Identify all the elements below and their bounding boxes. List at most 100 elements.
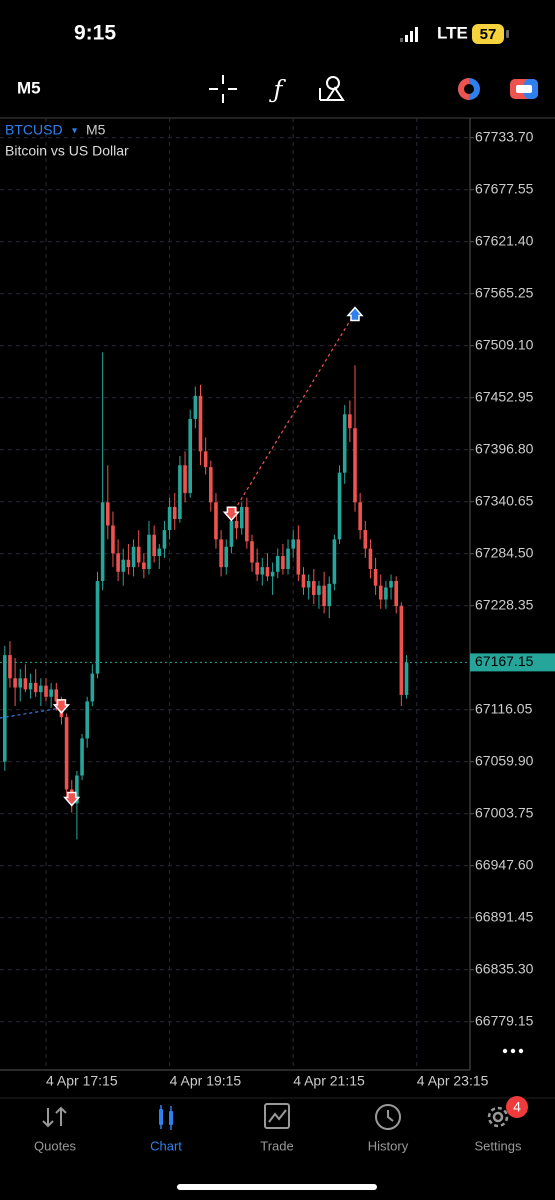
candle-body: [275, 556, 280, 572]
status-time: 9:15: [74, 22, 116, 45]
candle-body: [28, 682, 33, 690]
quotes-icon: [42, 1106, 67, 1128]
candle-body: [152, 534, 156, 557]
x-tick-label: 4 Apr 21:15: [293, 1073, 365, 1089]
trade-mode-button[interactable]: [458, 78, 480, 100]
candle-body: [75, 775, 79, 804]
candle-body: [85, 701, 89, 739]
candle-body: [54, 689, 59, 702]
candle-body: [234, 520, 239, 529]
candle-body: [13, 678, 17, 688]
candle-body: [219, 539, 223, 568]
candle-body: [342, 414, 347, 473]
candle-body: [296, 539, 301, 575]
candle-body: [126, 559, 131, 568]
candle-body: [353, 428, 357, 503]
candle-body: [193, 395, 198, 419]
last-price-box: [470, 653, 555, 672]
battery-tip: [506, 30, 509, 38]
candle-body: [209, 467, 213, 503]
tab-chart[interactable]: Chart: [150, 1138, 182, 1153]
candle-body: [49, 689, 53, 697]
one-click-button[interactable]: [510, 79, 538, 99]
chart-timeframe: M5: [86, 122, 106, 138]
settings-icon: [487, 1106, 509, 1128]
settings-badge-count: 4: [513, 1099, 521, 1115]
candle-body: [281, 556, 285, 569]
axis: 67733.70 67677.55 67621.40 67565.25 67509.10…: [46, 128, 555, 1089]
candle-body: [142, 562, 146, 569]
candle-body: [286, 548, 290, 569]
y-tick-label: 66835.30: [475, 960, 534, 976]
candle-body: [384, 587, 388, 600]
candle-body: [39, 685, 43, 693]
chart-icon: [159, 1105, 173, 1130]
tab-history[interactable]: History: [368, 1138, 409, 1153]
candle-body: [136, 546, 141, 563]
signal-icon: [400, 27, 418, 42]
candle-body: [368, 548, 373, 569]
timeframe-button[interactable]: M5: [17, 78, 41, 97]
candle-body: [332, 539, 337, 584]
y-tick-label: 66947.60: [475, 856, 534, 872]
tab-trade[interactable]: Trade: [260, 1138, 293, 1153]
candle-body: [3, 655, 7, 762]
settings-badge: [506, 1096, 528, 1118]
candle-body: [106, 502, 110, 526]
tab-quotes[interactable]: Quotes: [34, 1138, 76, 1153]
y-tick-label: 67284.50: [475, 544, 534, 560]
tab-settings[interactable]: Settings: [475, 1138, 522, 1153]
objects-button[interactable]: [319, 76, 345, 101]
candle-body: [389, 581, 393, 588]
candle-body: [90, 673, 95, 702]
crosshair-button[interactable]: [209, 75, 237, 103]
candle-body: [301, 574, 306, 588]
y-tick-label: 66779.15: [475, 1012, 534, 1028]
candle-body: [358, 502, 362, 531]
battery-level: 57: [480, 26, 497, 43]
trade-marker: [52, 699, 71, 715]
indicators-button[interactable]: ƒ: [269, 76, 287, 104]
candle-body: [229, 520, 234, 547]
candle-body: [121, 559, 126, 572]
symbol-dropdown[interactable]: ▾: [72, 126, 77, 137]
last-price-label: 67167.15: [475, 653, 534, 669]
x-tick-label: 4 Apr 19:15: [170, 1073, 242, 1089]
y-tick-label: 67452.95: [475, 388, 534, 404]
candle-body: [172, 506, 177, 519]
candle-body: [399, 606, 404, 695]
battery: [472, 24, 504, 44]
trade-icon: [264, 1103, 290, 1129]
candle-body: [348, 414, 352, 429]
candle-body: [167, 506, 172, 531]
grid: [0, 118, 470, 1070]
candle-body: [270, 571, 275, 577]
trade-marker: [63, 791, 81, 807]
y-tick-label: 67396.80: [475, 440, 534, 456]
candle-body: [260, 567, 265, 575]
candle-body: [265, 567, 270, 577]
candle-body: [317, 585, 321, 595]
candle-body: [147, 534, 151, 569]
candle-body: [404, 662, 409, 695]
candle-body: [394, 581, 398, 607]
candle-body: [18, 678, 23, 688]
candle-body: [157, 548, 162, 557]
y-tick-label: 67059.90: [475, 752, 534, 768]
candle-body: [250, 541, 254, 563]
candle-body: [306, 581, 311, 588]
candle-body: [116, 553, 120, 572]
y-tick-label: 67565.25: [475, 284, 534, 300]
candle-body: [214, 502, 218, 540]
candle-body: [198, 395, 203, 452]
candle-body: [363, 530, 368, 549]
candle-body: [224, 546, 229, 568]
y-tick-label: 67228.35: [475, 596, 534, 612]
home-indicator: [177, 1184, 377, 1190]
y-tick-label: 67677.55: [475, 180, 534, 196]
more-button[interactable]: [502, 1048, 524, 1054]
symbol: BTCUSD: [5, 122, 63, 138]
candle-body: [378, 585, 383, 600]
